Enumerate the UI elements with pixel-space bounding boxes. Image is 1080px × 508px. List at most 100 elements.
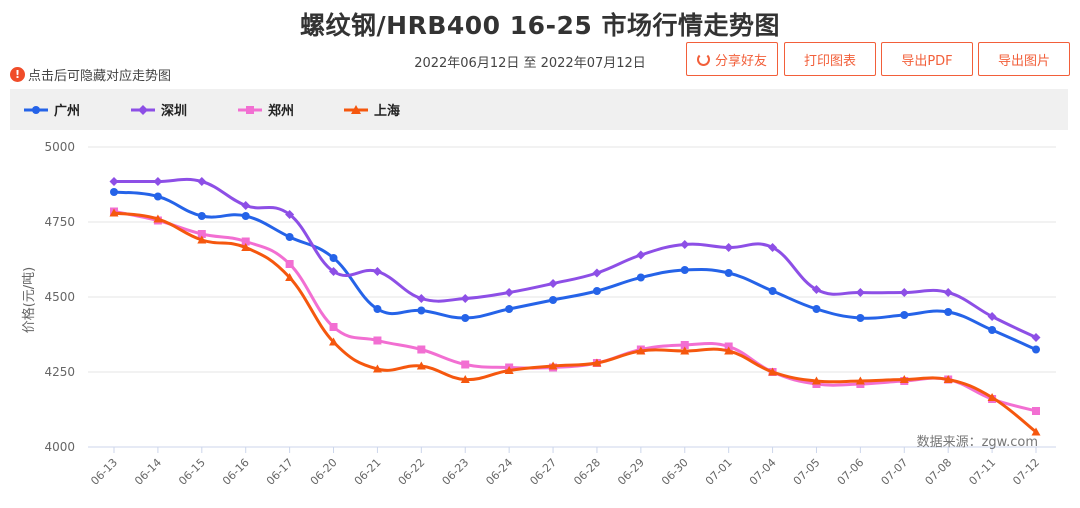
- data-point: [680, 240, 690, 249]
- data-point: [461, 360, 470, 369]
- x-tick-label: 06-16: [220, 456, 252, 488]
- data-point: [680, 341, 689, 349]
- x-tick-label: 07-11: [966, 456, 998, 488]
- data-point: [943, 375, 953, 383]
- legend-triangle-icon: [344, 104, 368, 114]
- legend-item-shanghai[interactable]: 上海: [344, 89, 400, 130]
- x-tick-label: 06-20: [308, 456, 340, 488]
- data-point: [1031, 427, 1041, 436]
- print-chart-button[interactable]: 打印图表: [784, 42, 876, 76]
- date-range: 2022年06月12日 至 2022年07月12日: [414, 56, 646, 71]
- legend-label-guangzhou: 广州: [54, 104, 81, 119]
- share-button[interactable]: 分享好友: [686, 42, 778, 76]
- data-point: [153, 214, 163, 223]
- data-point: [241, 237, 250, 246]
- data-point: [811, 376, 821, 385]
- export-image-button-label: 导出图片: [997, 53, 1050, 69]
- x-tick-label: 06-30: [659, 456, 691, 488]
- y-tick-label: 4500: [44, 290, 75, 304]
- y-tick-label: 4750: [44, 215, 75, 229]
- legend-item-zhengzhou[interactable]: 郑州: [238, 89, 294, 130]
- data-point: [373, 336, 382, 345]
- hide-hint-text: 点击后可隐藏对应走势图: [28, 69, 172, 84]
- data-point: [329, 267, 339, 276]
- x-tick-label: 06-24: [483, 456, 515, 488]
- legend-item-shenzhen[interactable]: 深圳: [131, 89, 187, 130]
- data-point: [372, 364, 382, 373]
- legend-label-zhengzhou: 郑州: [268, 104, 295, 119]
- data-point: [768, 243, 778, 252]
- export-pdf-button-label: 导出PDF: [901, 53, 953, 69]
- data-point: [987, 393, 997, 401]
- print-chart-button-label: 打印图表: [803, 53, 856, 69]
- series-1: [109, 177, 1041, 342]
- x-tick-label: 06-27: [527, 456, 559, 488]
- x-tick-label: 06-21: [352, 456, 384, 488]
- data-point: [592, 268, 602, 278]
- data-point: [855, 288, 865, 297]
- data-point: [505, 305, 514, 313]
- data-point: [1032, 407, 1040, 415]
- x-tick-label: 06-29: [615, 456, 647, 488]
- data-point: [1031, 333, 1041, 342]
- x-tick-label: 06-23: [440, 456, 472, 488]
- data-point: [373, 305, 382, 313]
- data-point: [724, 346, 734, 355]
- x-tick-label: 07-08: [923, 456, 955, 488]
- y-tick-label: 4250: [44, 365, 75, 379]
- exclamation-icon: !: [10, 67, 25, 82]
- series-2: [110, 207, 1040, 415]
- data-point: [109, 208, 119, 217]
- data-point: [110, 188, 118, 196]
- data-point: [197, 235, 207, 244]
- y-tick-label: 5000: [44, 140, 75, 154]
- series-0: [110, 188, 1040, 354]
- data-point: [504, 288, 514, 297]
- data-point: [768, 287, 777, 295]
- series-line: [114, 177, 1037, 339]
- legend-item-guangzhou[interactable]: 广州: [24, 89, 80, 130]
- x-tick-label: 06-17: [264, 456, 296, 488]
- data-point: [855, 376, 865, 385]
- data-point: [943, 288, 953, 297]
- data-point: [636, 273, 645, 282]
- data-point: [724, 269, 733, 277]
- legend: 广州 深圳 郑州 上海: [10, 89, 1068, 130]
- x-tick-label: 07-12: [1010, 456, 1042, 488]
- data-point: [680, 346, 690, 355]
- data-point: [285, 273, 295, 281]
- data-point: [372, 267, 382, 276]
- x-tick-label: 07-01: [703, 456, 735, 488]
- export-pdf-button[interactable]: 导出PDF: [881, 42, 973, 76]
- y-tick-label: 4000: [44, 440, 75, 454]
- data-point: [856, 314, 865, 322]
- data-point: [592, 287, 601, 295]
- data-point: [416, 294, 426, 303]
- data-point: [549, 296, 558, 304]
- data-point: [417, 345, 426, 354]
- data-point: [329, 337, 339, 346]
- data-point: [285, 233, 294, 241]
- legend-circle-icon: [24, 105, 48, 114]
- data-point: [285, 210, 295, 219]
- data-point: [153, 192, 162, 201]
- data-point: [329, 323, 338, 331]
- x-tick-label: 07-07: [879, 456, 911, 488]
- data-point: [460, 375, 470, 383]
- data-point: [153, 177, 163, 186]
- data-point: [241, 243, 251, 251]
- x-tick-label: 06-15: [176, 456, 208, 488]
- y-axis-label: 价格(元/吨): [21, 267, 37, 334]
- legend-square-icon: [238, 105, 262, 114]
- data-point: [636, 346, 646, 355]
- data-point: [900, 311, 909, 319]
- data-point: [636, 250, 646, 260]
- export-image-button[interactable]: 导出图片: [978, 42, 1070, 76]
- data-point: [680, 266, 689, 274]
- series-3: [109, 208, 1041, 436]
- data-point: [417, 306, 426, 315]
- legend-diamond-icon: [131, 104, 155, 115]
- x-tick-label: 07-04: [747, 456, 779, 488]
- data-point: [461, 314, 470, 322]
